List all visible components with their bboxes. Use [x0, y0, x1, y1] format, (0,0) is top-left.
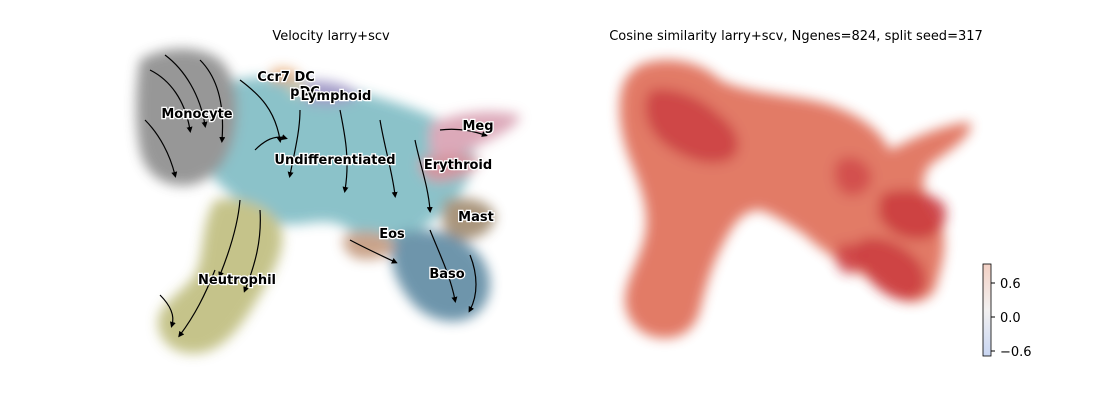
streamline: [349, 239, 398, 264]
cosine-high-left: [645, 88, 739, 164]
cluster-pdc: [288, 83, 310, 95]
streamline: [149, 69, 193, 133]
colorbar-tick-label: −0.6: [1000, 345, 1032, 360]
cluster-undifferentiated: [203, 76, 474, 254]
streamline: [218, 199, 241, 278]
cluster-erythroid: [419, 153, 480, 182]
streamline: [144, 119, 178, 178]
velocity-panel-title: Velocity larry+scv: [272, 29, 390, 44]
cosine-high-eos: [834, 243, 865, 275]
cluster-label-neutrophil: Neutrophil: [198, 273, 276, 288]
cluster-labels: Ccr7 DC pDC Lymphoid Monocyte Meg Undiff…: [160, 69, 495, 290]
cluster-cloud: [136, 48, 520, 354]
cosine-high-right: [878, 189, 947, 240]
streamline: [159, 294, 176, 328]
cluster-label-monocyte: Monocyte: [161, 107, 232, 122]
cosine-cloud: [619, 60, 971, 339]
cluster-label-ccr7dc: Ccr7 DC: [257, 70, 315, 85]
streamline: [239, 79, 283, 143]
cosine-panel: Cosine similarity larry+scv, Ngenes=824,…: [609, 29, 1031, 360]
colorbar-tick-label: 0.6: [1000, 277, 1021, 292]
cluster-eos: [343, 231, 395, 260]
cluster-label-undifferentiated: Undifferentiated: [274, 153, 395, 168]
cluster-meg: [430, 111, 520, 156]
velocity-panel: Velocity larry+scv: [136, 29, 520, 354]
colorbar-tick-label: 0.0: [1000, 311, 1021, 326]
velocity-streamlines: [144, 54, 488, 338]
cluster-label-eos: Eos: [379, 227, 405, 242]
cluster-label-lymphoid: Lymphoid: [301, 89, 372, 104]
colorbar-gradient: [982, 263, 992, 357]
cosine-high-lower: [856, 237, 927, 301]
cluster-label-mast: Mast: [458, 210, 494, 225]
streamline: [287, 109, 301, 178]
cosine-panel-title: Cosine similarity larry+scv, Ngenes=824,…: [609, 29, 983, 44]
streamline: [414, 139, 433, 213]
streamline: [243, 209, 261, 293]
colorbar: 0.6 0.0 −0.6: [982, 263, 1032, 360]
cluster-label-pdc: pDC: [290, 85, 320, 100]
streamline: [339, 109, 349, 193]
streamline: [429, 229, 458, 303]
streamline: [164, 54, 208, 128]
cluster-label-erythroid: Erythroid: [424, 158, 492, 173]
streamline: [468, 254, 477, 313]
cluster-ccr7dc: [270, 68, 300, 83]
streamline: [254, 134, 288, 151]
cluster-lymphoid: [300, 80, 360, 106]
streamline: [439, 128, 488, 137]
streamline: [379, 119, 398, 198]
cluster-mast: [442, 198, 495, 240]
cosine-high-mid: [834, 156, 872, 196]
streamline: [178, 269, 216, 338]
cluster-label-meg: Meg: [462, 119, 493, 134]
streamline: [199, 59, 226, 143]
cluster-label-baso: Baso: [429, 267, 464, 282]
cluster-baso: [391, 230, 490, 322]
